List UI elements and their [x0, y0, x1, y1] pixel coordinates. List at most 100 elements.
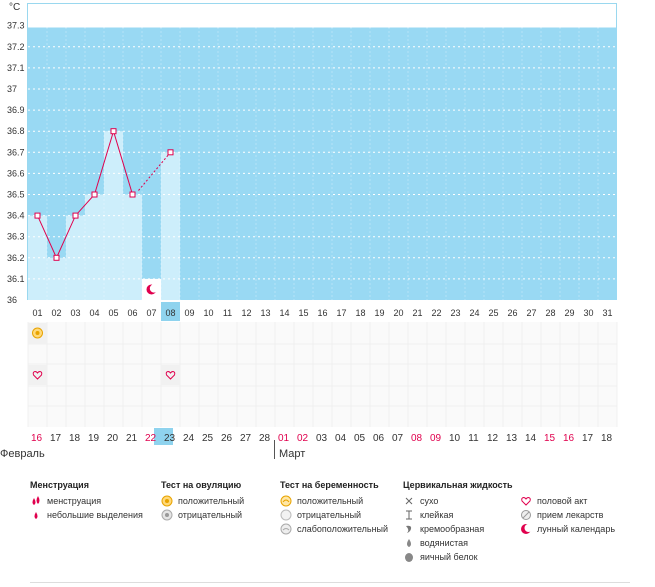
- y-tick-label: 36.2: [7, 253, 25, 263]
- date-label: 22: [145, 433, 157, 444]
- cycle-day-label: 26: [507, 308, 517, 318]
- legend-menstruation: Менструация менструация небольшие выделе…: [30, 480, 143, 522]
- date-label: 02: [297, 433, 309, 444]
- date-label: 24: [183, 433, 195, 444]
- temperature-bar: [161, 152, 180, 300]
- legend-item-pregnancy-negative: отрицательный: [280, 508, 388, 522]
- legend-item-spotting: небольшие выделения: [30, 508, 143, 522]
- legend-item-ovulation-negative: отрицательный: [161, 508, 244, 522]
- cycle-day-label: 14: [279, 308, 289, 318]
- legend-other: половой акт прием лекарств лунный календ…: [520, 494, 615, 536]
- legend-ovulation-title: Тест на овуляцию: [161, 480, 242, 490]
- cycle-day-label: 31: [602, 308, 612, 318]
- cycle-day-label: 24: [469, 308, 479, 318]
- date-label: 05: [354, 433, 366, 444]
- y-tick-label: 36.6: [7, 168, 25, 178]
- pregnancy-positive-icon: [280, 495, 292, 507]
- cycle-day-label: 18: [355, 308, 365, 318]
- legend-item-pregnancy-positive: положительный: [280, 494, 388, 508]
- date-label: 20: [107, 433, 119, 444]
- ovulation-negative-icon: [161, 509, 173, 521]
- cycle-day-label: 10: [203, 308, 213, 318]
- month-label: Февраль: [0, 448, 45, 460]
- cycle-day-label: 08: [165, 308, 175, 318]
- egg-white-icon: [403, 551, 415, 563]
- ovulation-positive-icon: [32, 327, 43, 339]
- intercourse-cell: [28, 365, 47, 385]
- cycle-day-label: 21: [412, 308, 422, 318]
- temperature-point: [72, 212, 79, 219]
- cycle-day-label: 23: [450, 308, 460, 318]
- date-label: 08: [411, 433, 423, 444]
- y-tick-label: 37.3: [7, 21, 25, 31]
- cycle-day-label: 29: [564, 308, 574, 318]
- moon-icon: [146, 284, 159, 295]
- y-unit-label: °C: [9, 2, 20, 13]
- y-tick-label: 36.5: [7, 190, 25, 200]
- sticky-icon: [403, 509, 415, 521]
- cycle-day-label: 19: [374, 308, 384, 318]
- temperature-line: [37, 129, 133, 260]
- water-drop-icon: [403, 537, 415, 549]
- temperature-bar: [66, 215, 85, 300]
- date-label: 17: [50, 433, 62, 444]
- cycle-day-label: 01: [32, 308, 42, 318]
- cycle-day-label: 03: [70, 308, 80, 318]
- y-tick-label: 36.1: [7, 274, 25, 284]
- pregnancy-negative-icon: [280, 509, 292, 521]
- ovulation-inner: [35, 331, 40, 335]
- legend-item-egg-white: яичный белок: [403, 550, 513, 564]
- cycle-day-label: 16: [317, 308, 327, 318]
- temperature-bar: [28, 215, 47, 300]
- date-label: 11: [468, 433, 479, 444]
- y-tick-label: 37.1: [7, 63, 25, 73]
- legend-item-intercourse: половой акт: [520, 494, 615, 508]
- y-tick-label: 36.9: [7, 105, 25, 115]
- date-label: 17: [582, 433, 594, 444]
- date-label: 06: [373, 433, 385, 444]
- date-label: 16: [563, 433, 575, 444]
- date-label: 27: [240, 433, 252, 444]
- temperature-point: [53, 254, 60, 261]
- cycle-day-label: 15: [298, 308, 308, 318]
- y-tick-label: 37: [7, 84, 17, 94]
- cycle-day-label: 25: [488, 308, 498, 318]
- current-date-highlight: [154, 428, 173, 445]
- date-label: 16: [31, 433, 43, 444]
- cycle-day-label: 02: [51, 308, 61, 318]
- heart-icon: [165, 370, 176, 380]
- y-tick-label: 37.2: [7, 42, 25, 52]
- cycle-day-label: 22: [431, 308, 441, 318]
- bbt-chart: °C 37.3 37.2 37.1 37 36.9 36.8 36.7 36.6 36.5 36.…: [0, 2, 618, 460]
- moon-icon: [520, 523, 533, 535]
- temperature-bar: [47, 257, 66, 300]
- date-label: 13: [506, 433, 518, 444]
- y-tick-label: 36.7: [7, 147, 25, 157]
- date-label: 18: [601, 433, 613, 444]
- heart-icon: [520, 495, 532, 507]
- cycle-day-label: 13: [260, 308, 270, 318]
- legend-cervical-title: Цервикальная жидкость: [403, 480, 513, 490]
- intercourse-cell: [161, 365, 180, 385]
- small-drop-icon: [30, 509, 42, 521]
- legend-item-menstruation: менструация: [30, 494, 143, 508]
- y-tick-label: 36.3: [7, 232, 25, 242]
- temperature-bar: [123, 194, 142, 300]
- date-label: 14: [525, 433, 537, 444]
- ovulation-positive-icon: [161, 495, 173, 507]
- cycle-day-label: 12: [241, 308, 251, 318]
- legend-pregnancy: Тест на беременность положительный отриц…: [280, 480, 388, 536]
- date-label: 28: [259, 433, 271, 444]
- pregnancy-weak-icon: [280, 523, 292, 535]
- date-label: 18: [69, 433, 81, 444]
- y-tick-label: 36.4: [7, 211, 25, 221]
- legend-item-sticky: клейкая: [403, 508, 513, 522]
- legend-item-watery: водянистая: [403, 536, 513, 550]
- date-label: 23: [164, 433, 176, 444]
- legend-cervical: Цервикальная жидкость сухо клейкая кремо…: [403, 480, 513, 564]
- date-label: 25: [202, 433, 214, 444]
- creamy-icon: [403, 523, 415, 535]
- date-label: 19: [88, 433, 100, 444]
- current-day-highlight: [161, 302, 180, 321]
- legend-item-medication: прием лекарств: [520, 508, 615, 522]
